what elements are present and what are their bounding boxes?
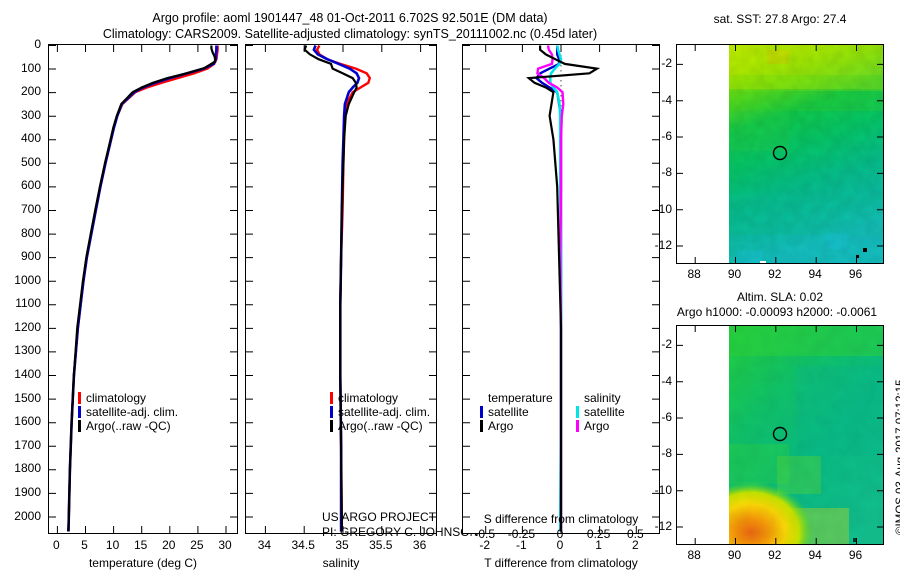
difference-temperature-axis-label: T difference from climatology [484, 556, 638, 570]
legend-item: Argo(..raw -QC) [330, 419, 430, 433]
salinity-yticks [246, 45, 436, 518]
legend-item: Argo [576, 419, 625, 433]
legend-header: salinity [576, 391, 625, 405]
difference-plot-svg [463, 45, 659, 533]
legend-label: climatology [338, 391, 399, 405]
temperature-argo-line [67, 45, 217, 532]
legend-swatch-argo [330, 420, 333, 432]
sla-map-title-line2: Argo h1000: -0.00093 h2000: -0.0061 [676, 305, 878, 319]
page-title-line1: Argo profile: aoml 1901447_48 01-Oct-201… [152, 11, 548, 25]
temperature-climatology-line [67, 45, 219, 532]
legend-swatch-climatology [330, 392, 333, 404]
legend-label: Argo [584, 419, 610, 433]
legend-swatch-argo [78, 420, 81, 432]
legend-item: climatology [330, 391, 430, 405]
legend-label: satellite-adj. clim. [338, 405, 431, 419]
salinity-panel [245, 44, 437, 534]
legend-swatch-sal-argo [576, 420, 579, 432]
legend-label: Argo(..raw -QC) [86, 419, 171, 433]
sst-map-title: sat. SST: 27.8 Argo: 27.4 [713, 12, 847, 26]
sla-map-svg [677, 326, 883, 544]
legend-item: satellite-adj. clim. [330, 405, 430, 419]
difference-yticks [463, 45, 659, 518]
legend-label: satellite [584, 405, 625, 419]
temperature-plot-svg [49, 45, 237, 533]
legend-spacer [480, 392, 483, 404]
sla-map-panel [676, 325, 884, 545]
legend-swatch-temp-argo [480, 420, 483, 432]
legend-label: Argo(..raw -QC) [338, 419, 423, 433]
temperature-axis-label: temperature (deg C) [88, 556, 198, 570]
difference-panel [462, 44, 660, 534]
sst-float-marker [772, 145, 788, 161]
project-credit: US ARGO PROJECT PI: GREGORY C. JOHNSON [322, 510, 478, 540]
legend-header-label: salinity [584, 391, 621, 405]
temperature-panel [48, 44, 238, 534]
legend-label: satellite-adj. clim. [86, 405, 179, 419]
legend-label: climatology [86, 391, 147, 405]
legend-item: Argo(..raw -QC) [78, 419, 178, 433]
legend-swatch-temp-satellite [480, 406, 483, 418]
legend-label: satellite [488, 405, 529, 419]
salinity-axis-label: salinity [322, 556, 360, 570]
temperature-yticks [49, 45, 237, 518]
temperature-xticks [56, 45, 227, 533]
difference-temperature-satellite-line [534, 45, 563, 532]
legend-header-label: temperature [488, 391, 553, 405]
legend-swatch-satellite [330, 406, 333, 418]
difference-xticks [485, 45, 637, 533]
temperature-legend: climatology satellite-adj. clim. Argo(..… [78, 391, 178, 433]
difference-legend-salinity: salinity satellite Argo [576, 391, 625, 433]
page-title-line2: Climatology: CARS2009. Satellite-adjuste… [102, 27, 598, 41]
project-line2: PI: GREGORY C. JOHNSON [322, 525, 479, 539]
salinity-satellite-line [312, 45, 361, 532]
salinity-argo-line [303, 45, 358, 532]
imos-credit: ©IMOS 03-Aug-2017 07:12:15 [895, 379, 900, 535]
sla-float-marker [772, 426, 788, 442]
salinity-legend: climatology satellite-adj. clim. Argo(..… [330, 391, 430, 433]
sst-map-panel [676, 44, 884, 264]
difference-salinity-axis-label: S difference from climatology [483, 512, 639, 526]
legend-header: temperature [480, 391, 553, 405]
legend-item: satellite [576, 405, 625, 419]
sst-map-svg [677, 45, 883, 263]
legend-label: Argo [488, 419, 514, 433]
legend-swatch-climatology [78, 392, 81, 404]
sla-map-title-line1: Altim. SLA: 0.02 [736, 290, 824, 304]
legend-item: satellite [480, 405, 553, 419]
project-line1: US ARGO PROJECT [322, 510, 437, 524]
temperature-satellite-line [67, 45, 218, 532]
difference-legend-temperature: temperature satellite Argo [480, 391, 553, 433]
difference-temperature-argo-line [526, 45, 601, 532]
legend-item: Argo [480, 419, 553, 433]
legend-item: climatology [78, 391, 178, 405]
legend-spacer [576, 392, 579, 404]
salinity-plot-svg [246, 45, 436, 533]
legend-swatch-sal-satellite [576, 406, 579, 418]
legend-swatch-satellite [78, 406, 81, 418]
legend-item: satellite-adj. clim. [78, 405, 178, 419]
